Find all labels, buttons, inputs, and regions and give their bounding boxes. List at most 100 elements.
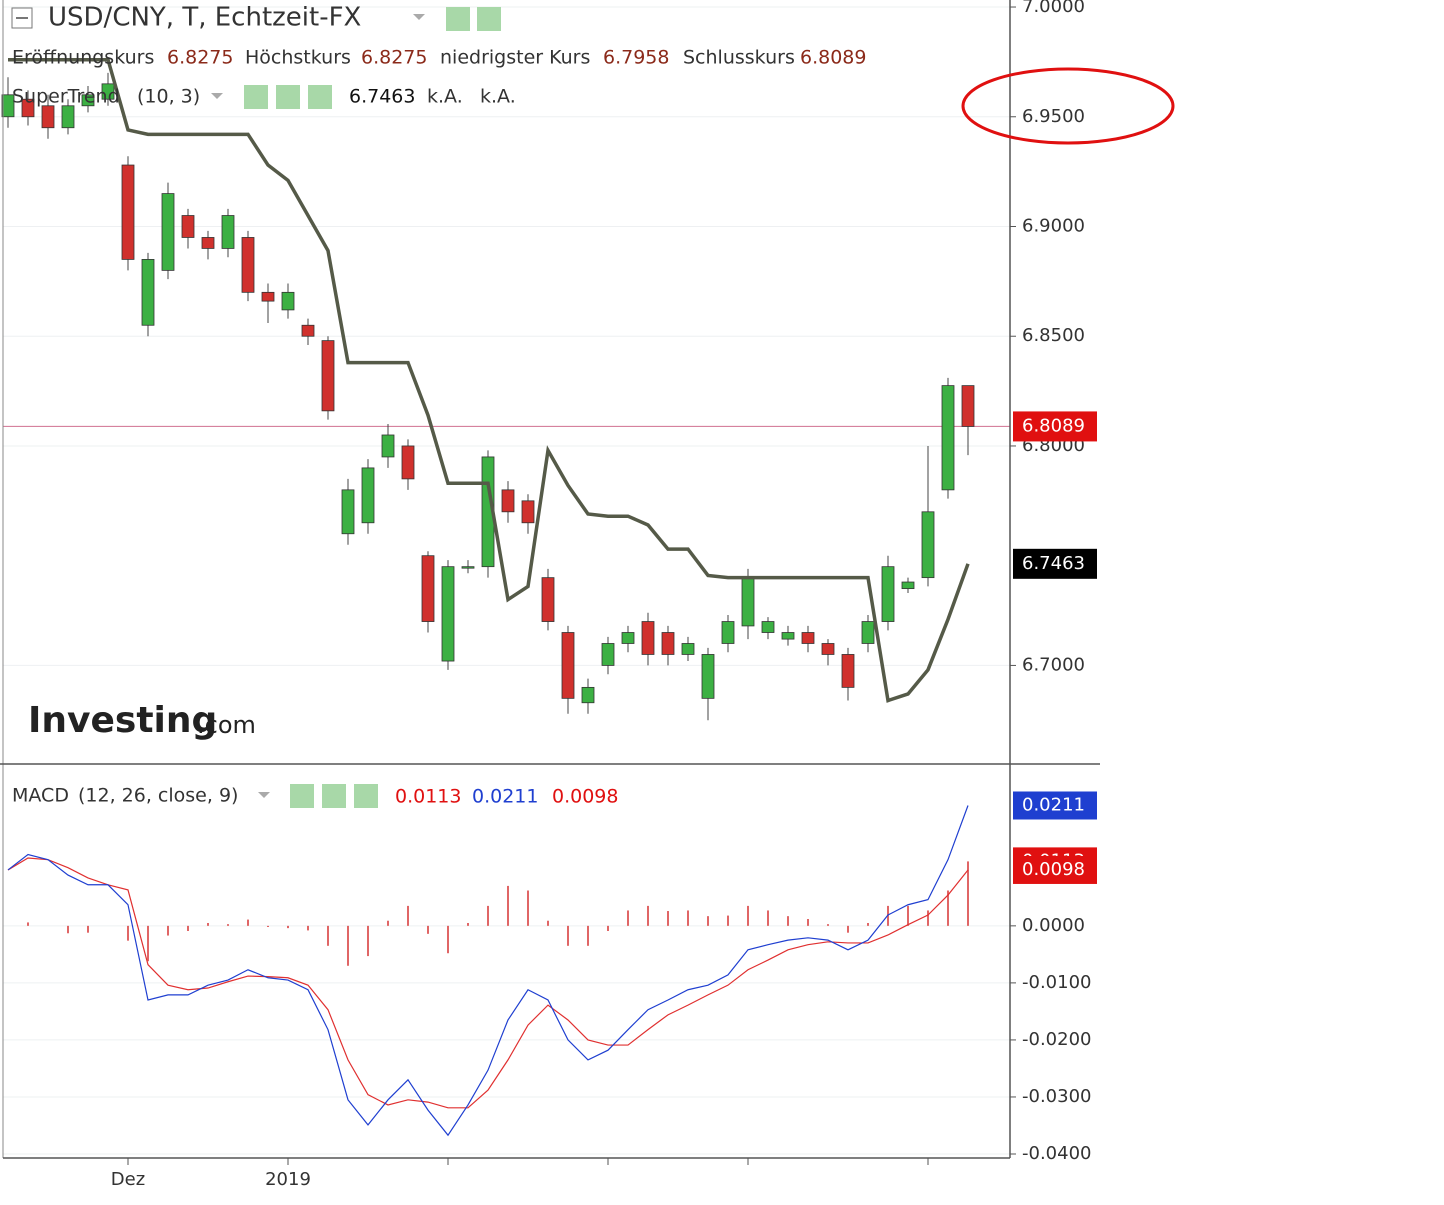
candle-body [201,237,215,249]
macd-params: (12, 26, close, 9) [78,785,238,807]
high-value: 6.8275 [361,47,427,69]
candle-body [461,566,475,569]
candle-body [721,621,735,644]
candle-body [281,291,295,311]
dropdown-arrow[interactable] [413,14,425,20]
candle-body [441,566,455,662]
remove-button[interactable] [308,85,332,109]
macd-badge [1013,791,1097,820]
x-tick-label: Dez [111,1169,145,1190]
visibility-button[interactable] [290,784,314,808]
candle-body [181,215,195,238]
candle-body [641,621,655,655]
settings-button[interactable] [322,784,346,808]
y-tick-label: 6.9000 [1022,215,1085,236]
visibility-button[interactable] [244,85,268,109]
candle-body [121,164,135,260]
x-tick-label: 2019 [265,1169,311,1190]
macd-value: 0.0211 [472,786,538,808]
dropdown-arrow[interactable] [258,792,270,798]
histogram-value: 0.0113 [395,786,461,808]
macd-name: MACD [12,785,69,807]
low-label: niedrigster Kurs [440,47,590,69]
candle-body [261,291,275,302]
candle-body [901,581,915,590]
candle-body [561,632,575,699]
candle-body [841,654,855,688]
candle-body [601,643,615,666]
visibility-button[interactable] [446,7,470,31]
plot-layer: 6.70006.80006.85006.90006.95007.00000.00… [1,0,1091,1190]
candle-body [521,500,535,524]
logo: Investing [28,700,217,741]
candle-body [161,193,175,271]
signal-line [7,857,969,1109]
candle-body [921,511,935,579]
signal-badge [1013,855,1097,884]
last-price-label: 6.8089 [1022,415,1085,436]
candle-body [661,632,675,655]
candle-body [61,105,75,129]
candle-body [141,259,155,326]
symbol-title: USD/CNY, T, Echtzeit-FX [48,3,361,33]
y-tick-label: 0.0000 [1022,915,1085,936]
close-value: 6.8089 [800,47,866,69]
y-tick-label: 6.9500 [1022,106,1085,127]
candle-body [861,621,875,644]
dropdown-arrow[interactable] [211,93,223,99]
supertrend-extra: k.A. [480,86,516,108]
candle-body [421,555,435,622]
candle-body [681,643,695,655]
last-price-badge [1013,411,1097,442]
high-label: Höchstkurs [245,47,351,69]
supertrend-value: 6.7463 [349,86,415,108]
candle-body [961,385,975,427]
candle-body [41,105,55,129]
candle-body [821,643,835,655]
highlight-circle [961,67,1175,145]
candle-body [381,434,395,458]
candle-body [401,445,415,480]
y-tick-label: -0.0200 [1022,1029,1091,1050]
supertrend-extra: k.A. [427,86,463,108]
remove-button[interactable] [354,784,378,808]
candle-body [241,237,255,293]
settings-button[interactable] [276,85,300,109]
candle-body [881,566,895,622]
macd-line [7,805,969,1137]
candle-body [541,577,555,622]
candle-body [701,654,715,699]
supertrend-line [8,57,970,703]
candle-body [301,324,315,337]
candle-body [761,621,775,633]
y-tick-label: -0.0300 [1022,1086,1091,1107]
y-tick-label: 6.7000 [1022,654,1085,675]
candle-body [321,340,335,412]
y-tick-label: -0.0400 [1022,1143,1091,1164]
candle-body [781,632,795,640]
supertrend-params: (10, 3) [137,86,200,108]
candle-body [361,467,375,524]
candle-body [941,385,955,491]
logo-suffix: .com [197,711,256,739]
low-value: 6.7958 [603,47,669,69]
candle-body [21,98,35,118]
signal-value: 0.0098 [552,786,618,808]
y-tick-label: 6.8500 [1022,325,1085,346]
y-tick-label: -0.0100 [1022,972,1091,993]
candle-body [1,94,15,118]
supertrend-label: 6.7463 [1022,553,1085,574]
macd-badge-label: 0.0211 [1022,794,1085,815]
settings-button[interactable] [477,7,501,31]
close-label: Schlusskurs [683,47,795,69]
candle-body [581,686,595,704]
candle-body [741,577,755,627]
candle-body [621,632,635,644]
candle-body [801,632,815,644]
candle-body [501,489,515,513]
candle-body [341,489,355,535]
supertrend-name: SuperTrend [12,86,120,108]
signal-badge-label: 0.0098 [1022,859,1085,880]
open-label: Eröffnungskurs [12,47,154,69]
